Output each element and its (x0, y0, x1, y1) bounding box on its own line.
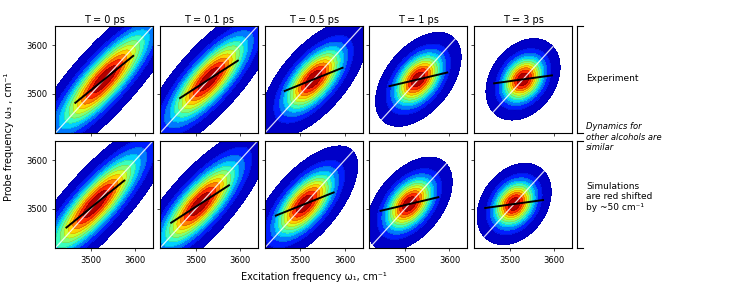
Text: Dynamics for
other alcohols are
similar: Dynamics for other alcohols are similar (586, 123, 661, 152)
Text: Probe frequency ω₃ , cm⁻¹: Probe frequency ω₃ , cm⁻¹ (4, 73, 14, 201)
Text: Experiment: Experiment (586, 74, 638, 83)
Title: T = 1 ps: T = 1 ps (398, 15, 439, 25)
Text: Simulations
are red shifted
by ~50 cm⁻¹: Simulations are red shifted by ~50 cm⁻¹ (586, 182, 652, 211)
Title: T = 3 ps: T = 3 ps (503, 15, 543, 25)
Title: T = 0.5 ps: T = 0.5 ps (289, 15, 339, 25)
Title: T = 0 ps: T = 0 ps (84, 15, 125, 25)
Text: Excitation frequency ω₁, cm⁻¹: Excitation frequency ω₁, cm⁻¹ (241, 272, 387, 282)
Title: T = 0.1 ps: T = 0.1 ps (184, 15, 234, 25)
